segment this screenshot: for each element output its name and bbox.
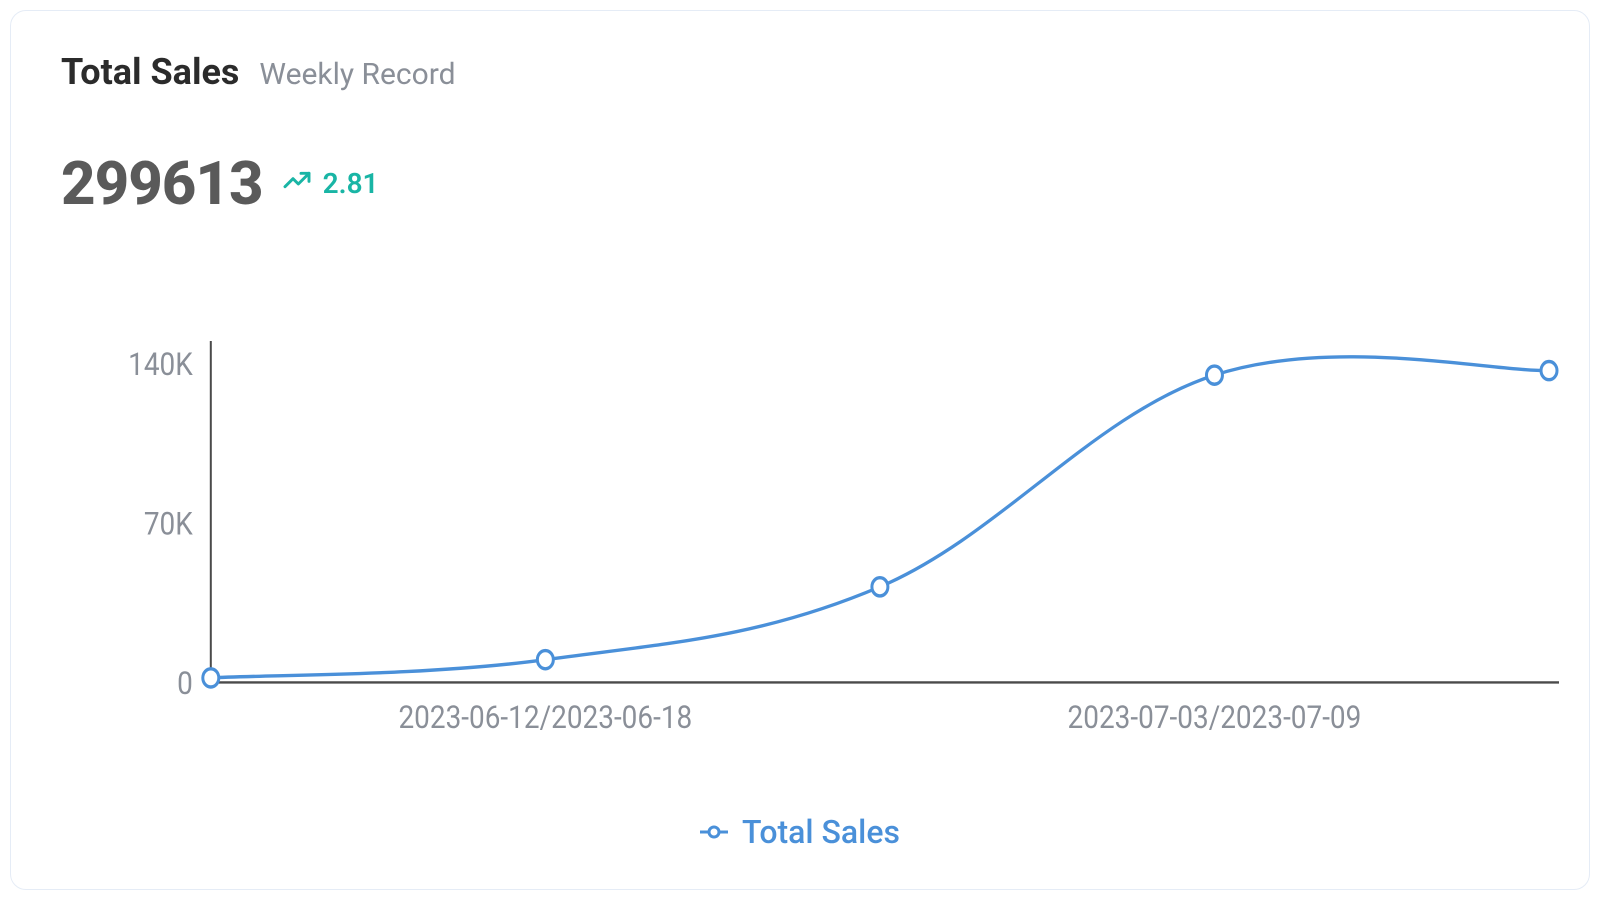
svg-text:140K: 140K — [128, 346, 193, 383]
sales-line-chart: 0 70K 140K 2023-06-12/2023-06-18 2023-07-03/… — [61, 341, 1559, 819]
stat-row: 299613 2.81 — [61, 148, 1549, 219]
svg-text:2023-06-12/2023-06-18: 2023-06-12/2023-06-18 — [398, 699, 692, 736]
svg-text:70K: 70K — [144, 506, 193, 543]
chart-legend: Total Sales — [11, 813, 1589, 851]
legend-label: Total Sales — [742, 813, 900, 851]
trend-up-icon — [281, 164, 313, 203]
sales-card: Total Sales Weekly Record 299613 2.81 0 7… — [10, 10, 1590, 890]
big-number: 299613 — [61, 148, 263, 219]
legend-marker-icon — [700, 824, 728, 840]
trend-value: 2.81 — [323, 167, 379, 200]
card-header: Total Sales Weekly Record — [61, 51, 1549, 93]
card-subtitle: Weekly Record — [259, 57, 455, 92]
trend-indicator: 2.81 — [281, 164, 379, 203]
chart-container: 0 70K 140K 2023-06-12/2023-06-18 2023-07-03/… — [61, 341, 1559, 819]
svg-text:0: 0 — [177, 665, 193, 702]
card-title: Total Sales — [61, 51, 239, 93]
svg-text:2023-07-03/2023-07-09: 2023-07-03/2023-07-09 — [1068, 699, 1362, 736]
